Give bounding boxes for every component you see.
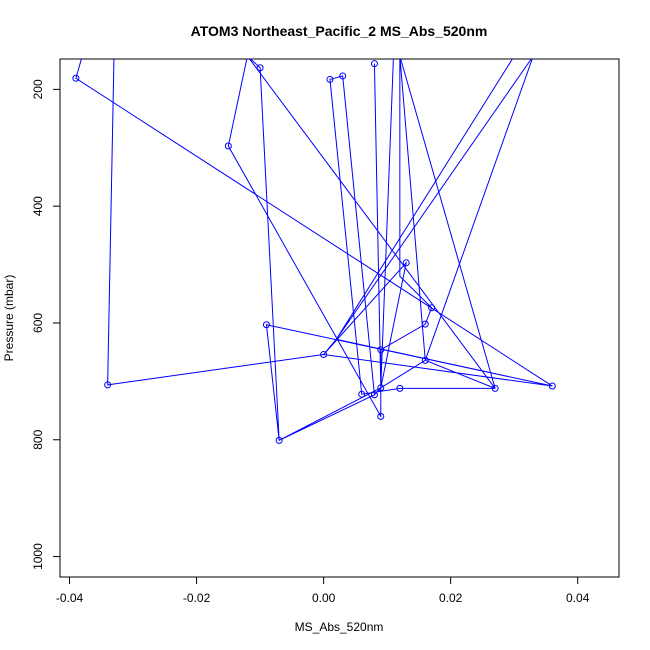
x-tick-label: -0.04 [56,591,84,605]
data-point [262,321,270,329]
data-point [396,384,404,392]
y-tick-label: 1000 [31,543,45,570]
x-tick-label: -0.02 [183,591,211,605]
data-point [421,320,429,328]
data-point [421,356,429,364]
plot-area [72,59,556,444]
chart-title: ATOM3 Northeast_Pacific_2 MS_Abs_520nm [191,23,488,39]
data-point [256,64,264,72]
x-axis: -0.04 -0.02 0.00 0.02 0.04 [56,577,590,605]
y-tick-label: 600 [31,313,45,333]
data-point [548,382,556,390]
data-point [491,384,499,392]
data-point [370,391,378,399]
data-point [358,390,366,398]
data-point [275,436,283,444]
y-tick-label: 200 [31,79,45,99]
x-tick-label: 0.02 [439,591,463,605]
data-point [370,60,378,68]
y-tick-label: 800 [31,429,45,449]
data-point [72,74,80,82]
data-point [377,384,385,392]
y-axis-label: Pressure (mbar) [2,275,16,362]
data-point [339,72,347,80]
data-point [224,142,232,150]
data-point [428,304,436,312]
data-point [377,412,385,420]
x-axis-label: MS_Abs_520nm [295,620,384,634]
x-tick-label: 0.00 [312,591,336,605]
data-point [320,351,328,358]
plot-frame [59,58,620,578]
y-axis: 200 400 600 800 1000 [31,79,60,570]
y-tick-label: 400 [31,196,45,216]
series-line [75,59,553,442]
data-point [104,381,112,389]
x-tick-label: 0.04 [566,591,590,605]
data-point [326,75,334,83]
data-point [377,346,385,354]
data-point [402,259,410,267]
